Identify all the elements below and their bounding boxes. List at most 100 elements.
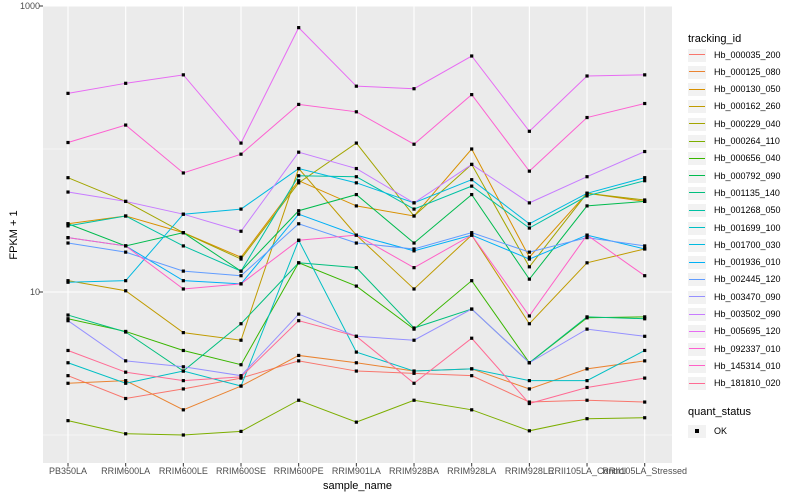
legend-key-square-icon <box>695 429 699 433</box>
data-point <box>585 261 589 265</box>
data-point <box>239 229 243 233</box>
legend-item-Hb_092337_010: Hb_092337_010 <box>688 341 800 358</box>
data-point <box>643 149 647 154</box>
legend-key <box>688 256 706 270</box>
data-point <box>412 381 416 385</box>
data-point <box>585 379 589 383</box>
x-tick-label: RRIM928LE <box>504 466 554 476</box>
data-point <box>643 101 647 106</box>
data-point <box>297 150 301 154</box>
data-point <box>527 250 531 254</box>
data-point <box>239 363 243 367</box>
legend-item-Hb_002445_120: Hb_002445_120 <box>688 271 800 288</box>
legend-item-Hb_000125_080: Hb_000125_080 <box>688 64 800 81</box>
legend-key-line-icon <box>689 157 705 159</box>
data-point <box>239 282 243 286</box>
y-tick-label: 10 <box>29 287 40 297</box>
data-point <box>585 175 589 179</box>
data-point <box>412 87 416 91</box>
legend-item-Hb_001135_140: Hb_001135_140 <box>688 185 800 202</box>
legend-key-line-icon <box>689 140 705 142</box>
data-point <box>412 326 416 330</box>
legend-item-label: Hb_000264_110 <box>714 136 780 146</box>
data-point <box>470 54 474 58</box>
data-point <box>585 315 589 319</box>
legend-item-label: Hb_181810_020 <box>714 378 781 389</box>
data-point <box>585 367 589 371</box>
legend-key-line-icon <box>689 244 705 246</box>
data-point <box>470 279 474 283</box>
legend-key-line-icon <box>689 278 705 280</box>
data-point <box>412 201 416 205</box>
data-point <box>354 350 358 354</box>
x-tick-label: RRIM901LA <box>331 466 381 476</box>
legend-key <box>688 169 706 183</box>
data-point <box>124 214 128 218</box>
data-point <box>527 201 531 205</box>
x-tick-label: RRIM600SE <box>215 466 267 476</box>
data-point <box>181 369 185 373</box>
legend-key <box>688 308 706 321</box>
data-point <box>66 190 70 194</box>
data-point <box>527 222 531 226</box>
data-point <box>354 192 358 197</box>
data-point <box>470 374 474 378</box>
legend-key <box>688 377 706 391</box>
data-point <box>66 241 70 245</box>
data-point <box>181 73 185 77</box>
data-point <box>585 417 589 421</box>
y-axis-title: FPKM + 1 <box>8 210 20 260</box>
data-point <box>354 84 358 88</box>
x-tick-label: RRII105LA_Control <box>547 466 627 476</box>
legend-key-line-icon <box>689 313 705 315</box>
data-point <box>354 361 358 365</box>
data-point <box>66 222 70 226</box>
legend-key <box>688 135 706 148</box>
data-point <box>124 359 128 363</box>
data-point <box>527 387 531 391</box>
x-axis-title: sample_name <box>322 480 393 492</box>
data-point <box>470 178 474 182</box>
data-point <box>66 280 70 284</box>
data-point <box>585 398 589 402</box>
x-tick-label: RRIM928BA <box>389 466 440 476</box>
data-point <box>181 387 185 391</box>
legend-key <box>688 117 706 131</box>
data-point <box>354 110 358 114</box>
data-point <box>124 396 128 401</box>
data-point <box>66 140 70 145</box>
data-point <box>470 147 474 151</box>
data-point <box>66 319 70 323</box>
data-point <box>354 175 358 179</box>
data-point <box>527 265 531 269</box>
legend-key <box>688 290 706 304</box>
legend-key <box>688 152 706 166</box>
data-point <box>412 247 416 251</box>
data-point <box>585 115 589 120</box>
data-point <box>643 199 647 204</box>
data-point <box>354 284 358 288</box>
legend-item-label: Hb_001700_030 <box>714 239 781 250</box>
data-point <box>124 123 128 127</box>
legend-key <box>688 424 706 438</box>
data-point <box>124 370 128 374</box>
data-point <box>124 432 128 436</box>
data-point <box>297 174 301 178</box>
data-point <box>297 212 301 216</box>
data-point <box>643 244 647 248</box>
legend-item-Hb_000229_040: Hb_000229_040 <box>688 116 800 133</box>
data-point <box>643 400 647 404</box>
data-point <box>297 398 301 402</box>
data-point <box>297 353 301 358</box>
data-point <box>66 381 70 385</box>
legend-key-line-icon <box>689 175 705 177</box>
data-point <box>354 181 358 185</box>
data-point <box>470 367 474 371</box>
data-point <box>124 199 128 204</box>
data-point <box>66 419 70 423</box>
data-point <box>412 207 416 211</box>
legend-item-Hb_000792_090: Hb_000792_090 <box>688 168 800 185</box>
legend-item-label: Hb_000229_040 <box>714 118 781 129</box>
data-point <box>239 269 243 273</box>
